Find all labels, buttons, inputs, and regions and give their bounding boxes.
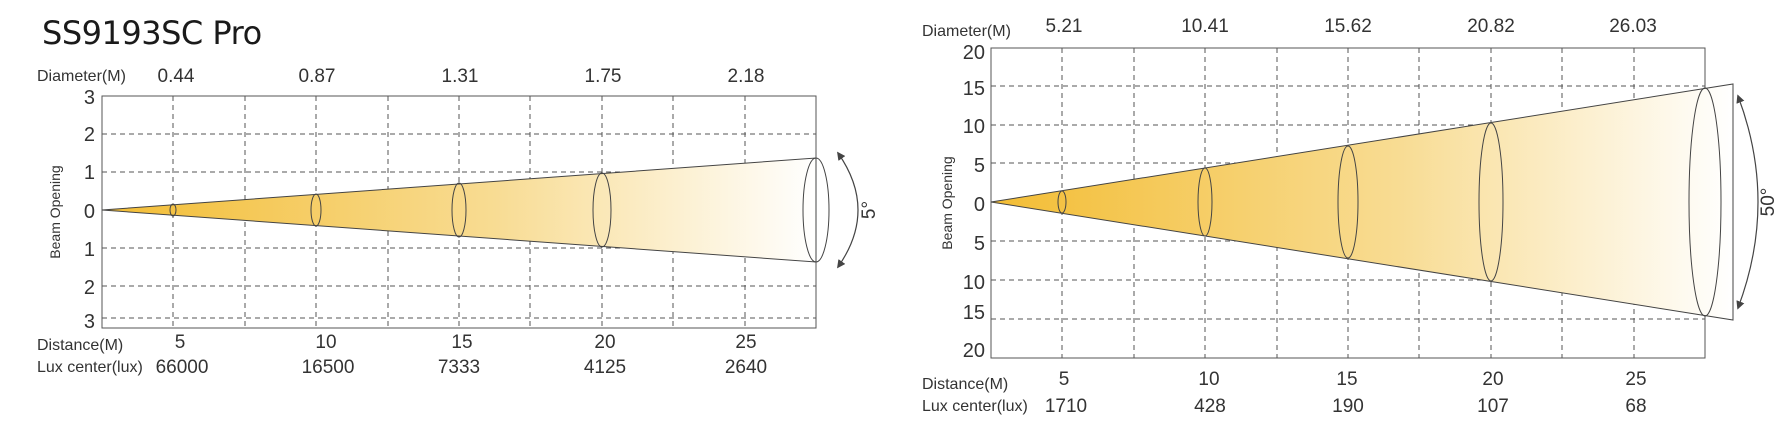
diameter-value: 10.41 bbox=[1181, 16, 1229, 37]
y-tick: 3 bbox=[84, 311, 95, 333]
y-tick: 0 bbox=[84, 201, 95, 223]
beam-cone bbox=[101, 157, 817, 263]
lux-value: 190 bbox=[1332, 396, 1364, 417]
y-tick: 2 bbox=[84, 124, 95, 146]
y-tick: 10 bbox=[963, 116, 985, 138]
beam-chart-narrow: 5° Beam Opening 3 2 1 0 1 2 3 Diameter(M… bbox=[37, 66, 880, 378]
distance-value: 20 bbox=[594, 332, 615, 353]
lux-value: 428 bbox=[1194, 396, 1226, 417]
lux-label: Lux center(lux) bbox=[922, 398, 1028, 415]
y-tick: 20 bbox=[963, 340, 985, 362]
distance-values: 5 10 15 20 25 bbox=[1059, 369, 1647, 390]
lux-label: Lux center(lux) bbox=[37, 359, 143, 376]
y-tick: 15 bbox=[963, 302, 985, 324]
y-tick: 2 bbox=[84, 277, 95, 299]
y-tick: 5 bbox=[974, 155, 985, 177]
distance-value: 5 bbox=[1059, 369, 1070, 390]
lux-value: 66000 bbox=[156, 357, 209, 378]
beam-cross-sections bbox=[169, 157, 830, 263]
distance-value: 10 bbox=[1198, 369, 1219, 390]
distance-value: 15 bbox=[451, 332, 472, 353]
y-axis-label: Beam Opening bbox=[47, 165, 63, 258]
beam-angle-label: 5° bbox=[859, 201, 880, 219]
diameter-value: 0.87 bbox=[299, 66, 336, 87]
diameter-value: 15.62 bbox=[1324, 16, 1372, 37]
lux-value: 68 bbox=[1625, 396, 1646, 417]
y-tick: 1 bbox=[84, 239, 95, 261]
y-tick: 0 bbox=[974, 194, 985, 216]
diameter-value: 26.03 bbox=[1609, 16, 1657, 37]
beam-angle-label: 50° bbox=[1758, 188, 1779, 217]
lux-values: 1710 428 190 107 68 bbox=[1045, 396, 1647, 417]
beam-cross-sections bbox=[1057, 87, 1722, 317]
y-tick: 5 bbox=[974, 233, 985, 255]
page-title: SS9193SC Pro bbox=[42, 14, 262, 52]
diameter-value: 0.44 bbox=[158, 66, 195, 87]
diameter-value: 20.82 bbox=[1467, 16, 1515, 37]
lux-value: 107 bbox=[1477, 396, 1509, 417]
y-tick: 15 bbox=[963, 78, 985, 100]
y-tick: 1 bbox=[84, 162, 95, 184]
beam-cone bbox=[990, 83, 1734, 321]
y-ticks: 20 15 10 5 0 5 10 15 20 bbox=[963, 42, 985, 362]
beam-chart-wide: 50° Beam Opening 20 15 10 5 0 5 10 15 20… bbox=[922, 16, 1779, 417]
lux-value: 4125 bbox=[584, 357, 626, 378]
diameter-label: Diameter(M) bbox=[37, 68, 126, 85]
distance-label: Distance(M) bbox=[922, 376, 1008, 393]
lux-values: 66000 16500 7333 4125 2640 bbox=[156, 357, 768, 378]
diameter-label: Diameter(M) bbox=[922, 23, 1011, 40]
distance-value: 10 bbox=[315, 332, 336, 353]
lux-value: 16500 bbox=[302, 357, 355, 378]
distance-value: 25 bbox=[735, 332, 756, 353]
y-axis-label: Beam Opening bbox=[939, 156, 955, 249]
y-tick: 3 bbox=[84, 87, 95, 109]
beam-angle-arc bbox=[1736, 94, 1759, 310]
y-tick: 20 bbox=[963, 42, 985, 64]
diameter-values: 0.44 0.87 1.31 1.75 2.18 bbox=[158, 66, 765, 87]
distance-value: 20 bbox=[1482, 369, 1503, 390]
y-ticks: 3 2 1 0 1 2 3 bbox=[84, 87, 95, 333]
lux-value: 1710 bbox=[1045, 396, 1087, 417]
lux-value: 2640 bbox=[725, 357, 767, 378]
diameter-value: 1.31 bbox=[442, 66, 479, 87]
lux-value: 7333 bbox=[438, 357, 480, 378]
diameter-value: 1.75 bbox=[585, 66, 622, 87]
diameter-values: 5.21 10.41 15.62 20.82 26.03 bbox=[1046, 16, 1657, 37]
diameter-value: 5.21 bbox=[1046, 16, 1083, 37]
distance-values: 5 10 15 20 25 bbox=[175, 332, 757, 353]
y-tick: 10 bbox=[963, 272, 985, 294]
distance-value: 5 bbox=[175, 332, 186, 353]
diameter-value: 2.18 bbox=[728, 66, 765, 87]
distance-value: 25 bbox=[1625, 369, 1646, 390]
beam-angle-arc bbox=[837, 151, 859, 269]
distance-value: 15 bbox=[1336, 369, 1357, 390]
distance-label: Distance(M) bbox=[37, 337, 123, 354]
